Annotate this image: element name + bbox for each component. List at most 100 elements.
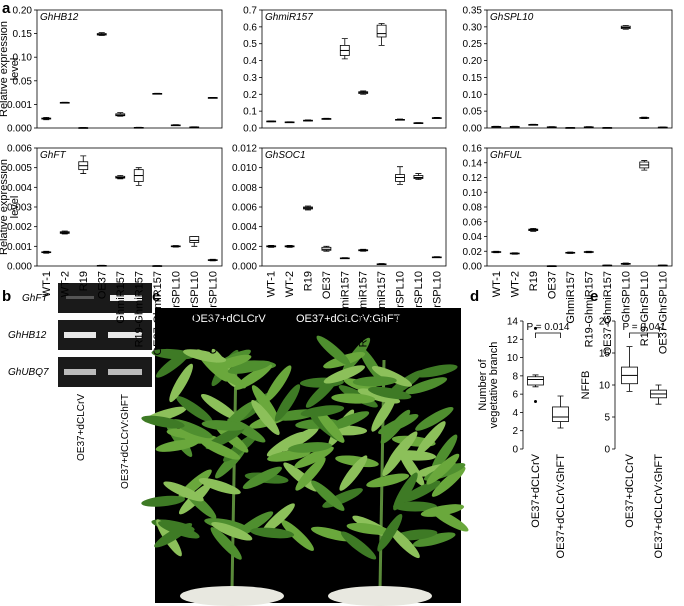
y-axis-label: level bbox=[9, 58, 21, 81]
leaf bbox=[266, 431, 305, 457]
leaf bbox=[426, 453, 460, 485]
panel-label: a bbox=[2, 0, 11, 17]
x-tick-label: R19 bbox=[528, 271, 540, 291]
leaf bbox=[200, 439, 241, 460]
box bbox=[527, 376, 544, 386]
y-tick-label: 0.6 bbox=[243, 22, 257, 33]
leaf bbox=[416, 421, 446, 456]
leaf bbox=[163, 481, 204, 502]
y-tick-label: 0.010 bbox=[232, 163, 257, 174]
chart-title: GhmiR157 bbox=[265, 12, 313, 23]
panel-label: b bbox=[2, 288, 11, 305]
y-tick-label: 0.05 bbox=[463, 107, 483, 118]
y-tick-label: 0.1 bbox=[243, 107, 257, 118]
leaf bbox=[251, 385, 279, 422]
x-tick-label: OE37-GhrSPL10 bbox=[431, 271, 443, 354]
leaf bbox=[294, 446, 334, 469]
x-tick-label: GhrSPL10 bbox=[170, 271, 182, 322]
lane-label: OE37+dCLCrV:GhFT bbox=[120, 394, 131, 489]
leaf bbox=[169, 363, 193, 403]
x-tick-label: GhrSPL10 bbox=[395, 271, 407, 322]
leaf bbox=[261, 503, 295, 534]
y-tick-label: 12 bbox=[507, 335, 519, 346]
leaf bbox=[352, 376, 397, 387]
gel-band bbox=[66, 296, 94, 299]
x-tick-label: OE37-GhmiR157 bbox=[152, 271, 164, 355]
leaf bbox=[335, 455, 379, 468]
photo bbox=[141, 308, 469, 606]
y-tick-label: 0.00 bbox=[463, 262, 483, 273]
plot-frame bbox=[486, 9, 673, 129]
gel-band bbox=[64, 332, 96, 338]
gene-label: GhHB12 bbox=[8, 330, 47, 341]
y-tick-label: 0.16 bbox=[463, 144, 483, 155]
leaf bbox=[288, 442, 332, 453]
leaf bbox=[155, 439, 199, 452]
x-tick-label: WT-1 bbox=[491, 271, 503, 297]
leaf bbox=[331, 393, 376, 404]
leaf bbox=[235, 511, 274, 537]
x-tick-label: R19 bbox=[78, 271, 90, 291]
x-tick-label: OE37-GhrSPL10 bbox=[657, 271, 669, 354]
y-tick-label: 0.25 bbox=[463, 39, 483, 50]
y-tick-label: 0.0 bbox=[243, 124, 257, 135]
y-tick-label: 0.20 bbox=[463, 56, 483, 67]
outlier bbox=[534, 399, 537, 403]
y-axis-label: vegetative branch bbox=[488, 342, 500, 429]
leaf bbox=[346, 522, 391, 535]
leaf bbox=[430, 507, 469, 532]
y-tick-label: 0.000 bbox=[232, 262, 257, 273]
x-tick-label: GhrSPL10 bbox=[620, 271, 632, 322]
x-tick-label: R19-GhmiR157 bbox=[133, 271, 145, 347]
leaf bbox=[242, 466, 282, 490]
x-tick-label: WT-1 bbox=[41, 271, 53, 297]
panel-label: c bbox=[152, 288, 160, 305]
y-tick-label: 0 bbox=[512, 445, 518, 456]
leaf bbox=[357, 388, 401, 404]
y-tick-label: 4 bbox=[512, 408, 518, 419]
y-tick-label: 8 bbox=[512, 371, 518, 382]
y-tick-label: 0.000 bbox=[7, 124, 32, 135]
y-tick-label: 0.006 bbox=[7, 144, 32, 155]
y-tick-label: 0.00 bbox=[463, 124, 483, 135]
y-tick-label: 0.004 bbox=[232, 222, 257, 233]
leaf bbox=[175, 395, 213, 423]
y-tick-label: 0.2 bbox=[243, 90, 257, 101]
x-tick-label: WT-1 bbox=[266, 271, 278, 297]
leaf bbox=[295, 457, 326, 491]
leaf bbox=[265, 365, 292, 403]
y-tick-label: 14 bbox=[507, 317, 519, 328]
gene-label: GhFT bbox=[22, 293, 48, 304]
y-tick-label: 0.002 bbox=[232, 242, 257, 253]
leaf bbox=[323, 365, 365, 384]
x-tick-label: R19-GhrSPL10 bbox=[639, 271, 651, 346]
panel-label: d bbox=[470, 288, 479, 305]
x-tick-label: R19 bbox=[303, 271, 315, 291]
y-tick-label: 0.06 bbox=[463, 217, 483, 228]
leaf bbox=[311, 480, 345, 511]
gel: GhFT GhHB12 GhUBQ7 OE37+dCLCrV OE37+dCLC… bbox=[8, 283, 152, 489]
gel-band bbox=[110, 295, 142, 301]
y-tick-label: 0.012 bbox=[232, 144, 257, 155]
leaf bbox=[274, 384, 301, 422]
leaf bbox=[141, 415, 185, 429]
leaf bbox=[305, 376, 339, 408]
photo-label: OE37+dCLCrV bbox=[192, 313, 266, 325]
x-tick-label: GhmiR157 bbox=[565, 271, 577, 324]
significance-bracket bbox=[535, 332, 561, 338]
leaf bbox=[366, 473, 410, 488]
y-axis-label: Relative expression bbox=[0, 159, 10, 255]
box bbox=[552, 406, 569, 422]
y-tick-label: 0.08 bbox=[463, 203, 483, 214]
y-tick-label: 0.14 bbox=[463, 158, 483, 169]
y-tick-label: 2 bbox=[512, 426, 518, 437]
chart-title: GhFT bbox=[40, 150, 66, 161]
leaf bbox=[141, 495, 186, 507]
leaf bbox=[251, 400, 280, 436]
lane-label: OE37+dCLCrV bbox=[76, 394, 87, 461]
y-tick-label: 0.02 bbox=[463, 247, 483, 258]
leaf bbox=[328, 411, 370, 430]
gel-band bbox=[108, 332, 142, 338]
y-tick-label: 0.15 bbox=[463, 73, 483, 84]
